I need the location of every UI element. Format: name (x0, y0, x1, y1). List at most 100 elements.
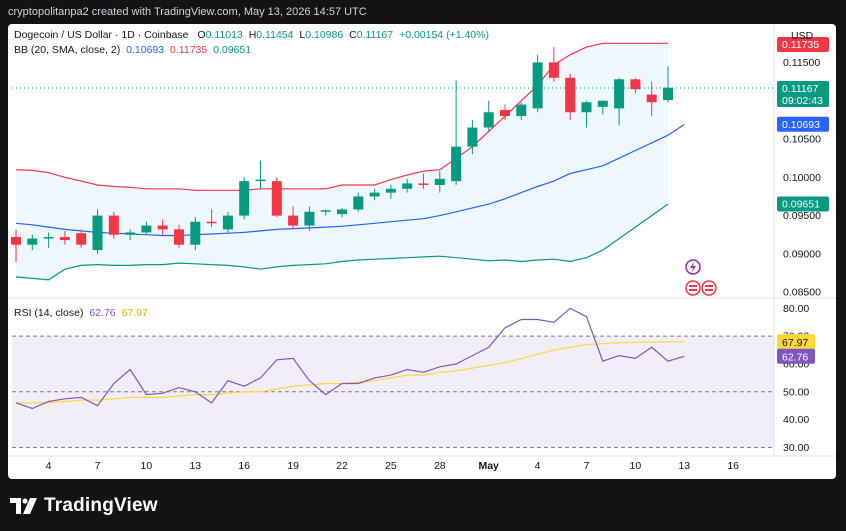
symbol-name[interactable]: Dogecoin / US Dollar · 1D · Coinbase (14, 29, 189, 41)
candle-body (630, 79, 641, 90)
x-tick-label: 13 (189, 460, 201, 472)
rsi-value-tag: 62.76 (782, 351, 808, 363)
candle-body (597, 100, 608, 107)
candle-body (222, 215, 233, 230)
candle-body (467, 127, 478, 147)
chart-canvas[interactable]: 0.08500 0.09000 0.09500 0.10000 0.10500 0.115… (8, 24, 836, 479)
x-tick-label: May (478, 460, 499, 472)
rsi-ma-tag-bg (777, 334, 815, 350)
rsi-tick-label: 50.00 (783, 386, 809, 398)
bb-lower-value: 0.09651 (213, 44, 252, 56)
candle-body (43, 237, 54, 239)
candle-body (532, 62, 543, 109)
x-tick-label: 28 (434, 460, 446, 472)
candle-body (483, 112, 494, 128)
rsi-pane[interactable] (12, 307, 774, 448)
candle-body (255, 179, 266, 182)
candle-body (239, 181, 250, 216)
axes: 0.08500 0.09000 0.09500 0.10000 0.10500 0.115… (8, 24, 836, 472)
candle-body (174, 229, 184, 245)
symbol-legend: Dogecoin / US Dollar · 1D · Coinbase O0.… (14, 29, 489, 41)
bb-lower-line (15, 203, 669, 281)
bb-label: BB (20, SMA, close, 2) (14, 44, 121, 56)
candle-body (565, 77, 576, 113)
candle-body (92, 215, 103, 251)
rsi-tick-label: 40.00 (783, 414, 809, 426)
us-flag-stripe-icon (689, 285, 697, 287)
candle-body (206, 221, 217, 224)
candle-body (646, 94, 657, 103)
rsi-legend[interactable]: RSI (14, close) 62.76 67.97 (14, 307, 148, 319)
price-tick-label: 0.10000 (783, 172, 821, 184)
bb-lower-tag-bg (777, 196, 829, 212)
ohlc-high: 0.11454 (256, 29, 294, 41)
ohlc-close-label: C (349, 29, 357, 41)
candle-body (271, 181, 282, 216)
bb-upper-tag-bg (777, 36, 829, 52)
rsi-value: 62.76 (89, 307, 116, 319)
ohlc-low: 0.10986 (305, 29, 344, 41)
ohlc-high-label: H (248, 29, 257, 41)
ohlc-close: 0.11167 (356, 29, 394, 41)
candle-body (353, 196, 364, 210)
rsi-value-tag-bg (777, 348, 815, 364)
bb-lower-tag: 0.09651 (782, 199, 820, 211)
x-tick-label: 7 (95, 460, 101, 472)
us-flag-stripe-icon (689, 289, 697, 291)
candle-body (157, 225, 168, 230)
rsi-ma-line (16, 341, 685, 404)
candle-body (516, 104, 527, 117)
currency-label[interactable]: USD (791, 30, 814, 42)
candle-body (141, 225, 152, 233)
bb-upper-tag: 0.11735 (782, 39, 819, 51)
tradingview-logo-icon (10, 498, 37, 514)
price-tick-label: 0.09500 (783, 210, 821, 222)
bb-band-fill (16, 43, 668, 280)
last-price-tag-bg (777, 80, 829, 107)
x-tick-label: 7 (584, 460, 590, 472)
candle-body (320, 210, 331, 212)
x-tick-label: 25 (385, 460, 397, 472)
candle-body (59, 237, 70, 241)
us-flag-stripe-icon (705, 285, 713, 287)
bb-basis-tag: 0.10693 (782, 119, 820, 131)
x-tick-label: 19 (287, 460, 299, 472)
candle-body (337, 209, 347, 215)
candle-body (614, 79, 625, 109)
x-tick-label: 4 (46, 460, 52, 472)
candle-body (402, 183, 413, 189)
watermark-text: cryptopolitanpa2 created with TradingVie… (8, 6, 367, 18)
chart-frame[interactable]: 0.08500 0.09000 0.09500 0.10000 0.10500 0.115… (8, 24, 836, 479)
candle-body (418, 183, 429, 185)
x-tick-label: 10 (141, 460, 153, 472)
candle-body (108, 215, 119, 235)
x-tick-label: 16 (238, 460, 250, 472)
lightning-bolt-icon (690, 262, 696, 272)
us-flag-event-icon (701, 280, 717, 296)
us-flag-stripe-icon (705, 289, 713, 291)
rsi-line (15, 307, 685, 410)
candle-body (304, 211, 315, 226)
footer: TradingView (10, 495, 158, 517)
x-tick-label: 10 (630, 460, 642, 472)
candle-body (288, 215, 299, 226)
candle-body (434, 178, 445, 185)
rsi-ma-value: 67.97 (121, 307, 148, 319)
candle-body (76, 233, 87, 245)
rsi-tick-label: 30.00 (783, 442, 809, 454)
ohlc-open-label: O (197, 29, 206, 41)
bb-legend[interactable]: BB (20, SMA, close, 2) 0.10693 0.11735 0… (14, 44, 251, 56)
ohlc-low-label: L (299, 29, 306, 41)
candle-body (27, 238, 38, 245)
rsi-tick-label: 80.00 (783, 303, 809, 315)
candle-body (385, 188, 396, 193)
ohlc-open: 0.11013 (205, 29, 243, 41)
price-pane[interactable] (11, 42, 774, 296)
x-tick-label: 16 (727, 460, 739, 472)
candle-body (663, 87, 673, 100)
candle-body (369, 192, 380, 197)
bb-upper-value: 0.11735 (170, 44, 208, 56)
candle-body (125, 232, 136, 235)
price-tick-label: 0.11500 (783, 57, 820, 69)
candle-body (500, 109, 510, 117)
